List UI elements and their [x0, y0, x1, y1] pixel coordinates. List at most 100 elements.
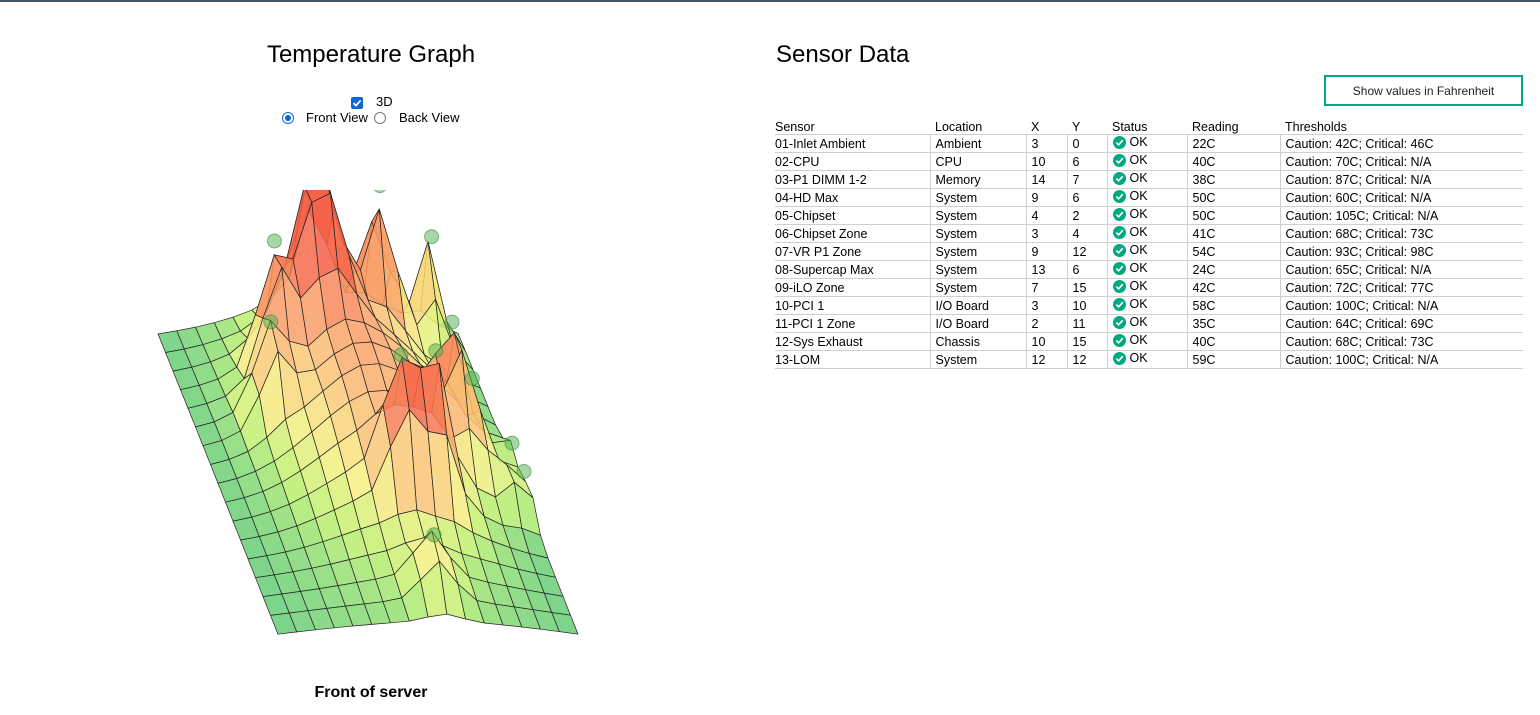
sensor-x: 12: [1025, 350, 1067, 369]
sensor-status: OK: [1106, 350, 1187, 369]
status-text: OK: [1129, 279, 1148, 294]
sensor-location: System: [929, 350, 1026, 369]
sensor-marker[interactable]: [504, 435, 520, 451]
sensor-marker[interactable]: [266, 233, 282, 249]
table-row: 11-PCI 1 Zone I/O Board 2 11 OK 35C Caution: 6…: [775, 314, 1523, 333]
sensor-thresholds: Caution: 65C; Critical: N/A: [1279, 260, 1523, 279]
sensor-x: 10: [1025, 332, 1067, 351]
status-text: OK: [1129, 243, 1148, 258]
show-fahrenheit-button[interactable]: Show values in Fahrenheit: [1324, 75, 1523, 106]
sensor-marker[interactable]: [428, 343, 444, 359]
col-x: X: [1026, 118, 1067, 135]
table-row: 06-Chipset Zone System 3 4 OK 41C Caution: 68C…: [775, 224, 1523, 243]
sensor-x: 2: [1025, 314, 1067, 333]
radio-unselected-icon[interactable]: [374, 111, 386, 124]
table-row: 02-CPU CPU 10 6 OK 40C Caution: 70C; Critical:…: [775, 152, 1523, 171]
sensor-status: OK: [1106, 332, 1187, 351]
sensor-marker[interactable]: [373, 190, 387, 194]
sensor-thresholds: Caution: 105C; Critical: N/A: [1279, 206, 1523, 225]
sensor-status: OK: [1106, 224, 1187, 243]
sensor-thresholds: Caution: 60C; Critical: N/A: [1279, 188, 1523, 207]
sensor-y: 11: [1066, 314, 1107, 333]
sensor-x: 3: [1025, 134, 1067, 153]
table-row: 12-Sys Exhaust Chassis 10 15 OK 40C Caution: 6…: [775, 332, 1523, 351]
temperature-surface-plot: [157, 190, 579, 635]
status-text: OK: [1129, 297, 1148, 312]
status-text: OK: [1129, 351, 1148, 366]
sensor-status: OK: [1106, 170, 1187, 189]
checkbox-3d[interactable]: 3D: [351, 94, 393, 110]
checkbox-checked-icon[interactable]: [351, 96, 363, 109]
sensor-name: 04-HD Max: [775, 188, 930, 207]
sensor-marker[interactable]: [516, 464, 532, 479]
status-ok-icon: [1112, 297, 1126, 311]
sensor-y: 2: [1066, 206, 1107, 225]
status-ok-icon: [1112, 315, 1126, 329]
sensor-reading: 35C: [1186, 314, 1280, 333]
status-ok-icon: [1112, 261, 1126, 275]
status-text: OK: [1129, 135, 1148, 150]
sensor-status: OK: [1106, 314, 1187, 333]
sensor-location: Ambient: [929, 134, 1026, 153]
sensor-marker[interactable]: [424, 229, 440, 245]
sensor-name: 12-Sys Exhaust: [775, 332, 930, 351]
col-reading: Reading: [1187, 118, 1280, 135]
radio-back-view[interactable]: Back View: [374, 110, 459, 125]
sensor-location: CPU: [929, 152, 1026, 171]
sensor-data-title: Sensor Data: [776, 41, 910, 68]
sensor-thresholds: Caution: 100C; Critical: N/A: [1279, 296, 1523, 315]
table-row: 07-VR P1 Zone System 9 12 OK 54C Caution: 93C;…: [775, 242, 1523, 261]
sensor-status: OK: [1106, 278, 1187, 297]
sensor-y: 10: [1066, 296, 1107, 315]
sensor-x: 4: [1025, 206, 1067, 225]
sensor-marker[interactable]: [464, 371, 480, 386]
graph-title: Temperature Graph: [266, 41, 476, 68]
sensor-reading: 42C: [1186, 278, 1280, 297]
status-ok-icon: [1112, 279, 1126, 293]
status-text: OK: [1129, 171, 1148, 186]
sensor-thresholds: Caution: 87C; Critical: N/A: [1279, 170, 1523, 189]
sensor-thresholds: Caution: 72C; Critical: 77C: [1279, 278, 1523, 297]
sensor-x: 14: [1025, 170, 1067, 189]
status-text: OK: [1129, 189, 1148, 204]
sensor-status: OK: [1106, 134, 1187, 153]
table-row: 13-LOM System 12 12 OK 59C Caution: 100C; Crit…: [775, 350, 1523, 369]
sensor-reading: 54C: [1186, 242, 1280, 261]
col-y: Y: [1067, 118, 1107, 135]
sensor-marker[interactable]: [444, 314, 460, 330]
table-row: 03-P1 DIMM 1-2 Memory 14 7 OK 38C Caution: 87C…: [775, 170, 1523, 189]
sensor-y: 12: [1066, 350, 1107, 369]
sensor-x: 10: [1025, 152, 1067, 171]
status-ok-icon: [1112, 135, 1126, 149]
radio-selected-icon[interactable]: [282, 111, 294, 124]
sensor-thresholds: Caution: 70C; Critical: N/A: [1279, 152, 1523, 171]
sensor-name: 01-Inlet Ambient: [775, 134, 930, 153]
table-row: 08-Supercap Max System 13 6 OK 24C Caution: 65…: [775, 260, 1523, 279]
sensor-location: System: [929, 242, 1026, 261]
radio-front-view[interactable]: Front View: [282, 110, 368, 125]
sensor-thresholds: Caution: 68C; Critical: 73C: [1279, 332, 1523, 351]
sensor-y: 0: [1066, 134, 1107, 153]
checkbox-3d-label: 3D: [376, 94, 393, 109]
sensor-location: System: [929, 278, 1026, 297]
sensor-y: 15: [1066, 332, 1107, 351]
sensor-marker[interactable]: [393, 347, 409, 363]
col-sensor: Sensor: [775, 118, 930, 135]
top-bar: [0, 0, 1540, 2]
sensor-marker[interactable]: [426, 527, 442, 543]
sensor-reading: 24C: [1186, 260, 1280, 279]
sensor-y: 6: [1066, 260, 1107, 279]
sensor-marker[interactable]: [263, 314, 279, 330]
sensor-location: System: [929, 224, 1026, 243]
sensor-name: 08-Supercap Max: [775, 260, 930, 279]
status-ok-icon: [1112, 189, 1126, 203]
col-status: Status: [1107, 118, 1187, 135]
sensor-location: System: [929, 188, 1026, 207]
sensor-status: OK: [1106, 152, 1187, 171]
surface-cell: [551, 612, 579, 635]
sensor-name: 10-PCI 1: [775, 296, 930, 315]
graph-caption: Front of server: [314, 684, 428, 701]
status-text: OK: [1129, 333, 1148, 348]
sensor-location: I/O Board: [929, 314, 1026, 333]
sensor-name: 05-Chipset: [775, 206, 930, 225]
